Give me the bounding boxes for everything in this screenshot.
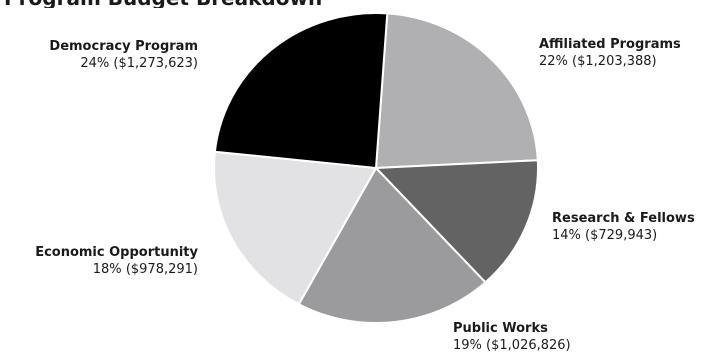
slice-name: Affiliated Programs bbox=[539, 37, 681, 52]
title-band: Program Budget Breakdown bbox=[0, 0, 711, 8]
slice-value: 19% ($1,026,826) bbox=[453, 337, 571, 354]
slice-percent: 14% bbox=[552, 228, 581, 243]
slice-label-public-works: Public Works 19% ($1,026,826) bbox=[453, 320, 571, 354]
slice-label-democracy-program: Democracy Program 24% ($1,273,623) bbox=[49, 38, 198, 72]
slice-amount: ($1,026,826) bbox=[486, 338, 571, 353]
slice-name: Public Works bbox=[453, 321, 548, 336]
slice-label-research-fellows: Research & Fellows 14% ($729,943) bbox=[552, 210, 695, 244]
slice-percent: 22% bbox=[539, 54, 568, 69]
pie-slices bbox=[213, 12, 539, 324]
slice-amount: ($729,943) bbox=[585, 228, 658, 243]
slice-name: Economic Opportunity bbox=[35, 245, 198, 260]
pie-slice-democracy-program bbox=[213, 12, 389, 169]
slice-percent: 19% bbox=[453, 338, 482, 353]
pie-slice-public-works bbox=[297, 167, 487, 324]
slice-percent: 18% bbox=[92, 262, 122, 277]
slice-value: 18% ($978,291) bbox=[35, 261, 198, 278]
pie-slice-economic-opportunity bbox=[213, 150, 377, 306]
slice-amount: ($978,291) bbox=[125, 262, 198, 277]
slice-percent: 24% bbox=[80, 56, 110, 71]
slice-name: Research & Fellows bbox=[552, 211, 695, 226]
slice-value: 24% ($1,273,623) bbox=[49, 55, 198, 72]
slice-value: 22% ($1,203,388) bbox=[539, 53, 681, 70]
pie-slice-research-fellows bbox=[375, 159, 539, 284]
slice-label-economic-opportunity: Economic Opportunity 18% ($978,291) bbox=[35, 244, 198, 278]
chart-title-fragment: Program Budget Breakdown bbox=[4, 0, 322, 8]
slice-value: 14% ($729,943) bbox=[552, 227, 695, 244]
slice-label-affiliated-programs: Affiliated Programs 22% ($1,203,388) bbox=[539, 36, 681, 70]
pie-slice-affiliated-programs bbox=[375, 12, 539, 169]
slice-amount: ($1,273,623) bbox=[113, 56, 198, 71]
slice-amount: ($1,203,388) bbox=[572, 54, 657, 69]
slice-name: Democracy Program bbox=[49, 39, 198, 54]
